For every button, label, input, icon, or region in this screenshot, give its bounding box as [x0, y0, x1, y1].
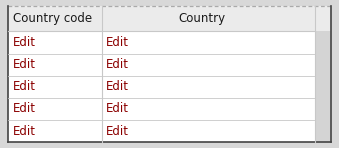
Bar: [315, 6, 331, 142]
Text: Edit: Edit: [106, 124, 129, 137]
Text: Edit: Edit: [106, 102, 129, 115]
Bar: [8, 120, 315, 142]
Text: Edit: Edit: [106, 58, 129, 71]
Bar: [8, 31, 315, 54]
Text: Edit: Edit: [13, 80, 36, 93]
Text: Edit: Edit: [13, 102, 36, 115]
Text: Edit: Edit: [13, 58, 36, 71]
Bar: [8, 54, 315, 76]
Bar: [8, 98, 315, 120]
Text: Edit: Edit: [106, 36, 129, 49]
Text: Edit: Edit: [13, 124, 36, 137]
Text: Country code: Country code: [13, 12, 92, 25]
Text: Edit: Edit: [13, 36, 36, 49]
Text: Edit: Edit: [106, 80, 129, 93]
Bar: [8, 6, 331, 31]
Text: Country: Country: [179, 12, 226, 25]
Bar: [8, 76, 315, 98]
